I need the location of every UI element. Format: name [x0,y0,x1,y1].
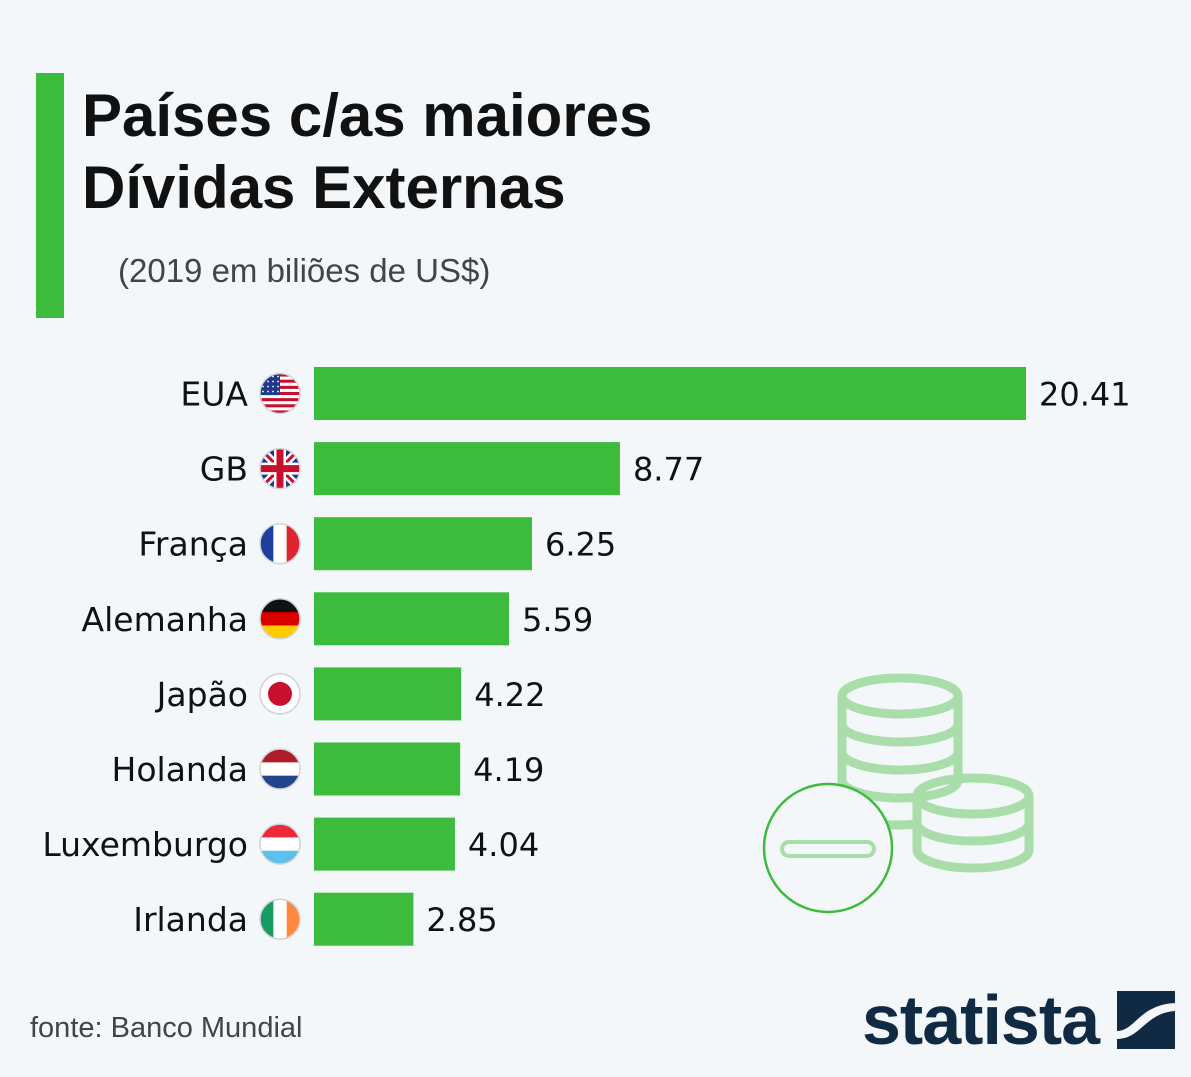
statista-wordmark: statista [862,981,1100,1059]
category-label: França [138,525,248,564]
category-label: GB [200,450,248,489]
bar-7 [314,892,414,946]
france-flag-outline [259,522,301,565]
bar-5 [314,742,461,796]
us-flag-outline [259,372,301,415]
statista-mark-icon [1117,991,1176,1049]
category-label: EUA [180,375,248,414]
category-label: Holanda [112,750,248,789]
bar-chart: EUA 20.41 GB 8.77 França 6.25 Alemanha 5.59 Japã… [42,367,1131,946]
ireland-flag-outline [259,898,301,940]
japan-flag-icon [260,673,300,714]
bar-0 [314,367,1026,420]
source-note: fonte: Banco Mundial [30,1012,303,1044]
category-label: Japão [155,675,248,714]
category-label: Alemanha [82,600,248,639]
chart-title: Países c/as maiores Dívidas Externas [82,80,652,224]
value-label: 4.04 [468,826,539,864]
us-flag-icon [260,373,300,414]
uk-flag-outline [259,447,301,490]
value-label: 20.41 [1039,376,1131,414]
chart-title-line-1: Países c/as maiores [82,82,653,149]
bar-1 [314,442,620,496]
germany-flag-outline [259,598,301,640]
luxembourg-flag-outline [259,823,301,865]
value-label: 2.85 [426,901,497,939]
category-label: Luxemburgo [42,825,248,864]
category-label: Irlanda [133,900,248,939]
value-label: 6.25 [545,526,616,564]
bar-3 [314,592,510,646]
chart-title-line-2: Dívidas Externas [82,154,566,221]
bar-4 [314,667,462,721]
coins-debt-icon [762,673,1034,914]
chart-subtitle: (2019 em biliões de US$) [118,252,491,289]
value-label: 4.22 [474,676,545,714]
statista-logo: statista [862,981,1176,1059]
bar-2 [314,517,533,571]
bar-6 [314,817,455,871]
netherlands-flag-outline [259,748,301,790]
value-label: 8.77 [633,451,704,489]
value-label: 5.59 [522,601,593,639]
uk-flag-icon [260,448,300,489]
title-accent-bar [36,73,64,318]
value-label: 4.19 [473,751,544,789]
japan-flag-outline [259,673,301,715]
